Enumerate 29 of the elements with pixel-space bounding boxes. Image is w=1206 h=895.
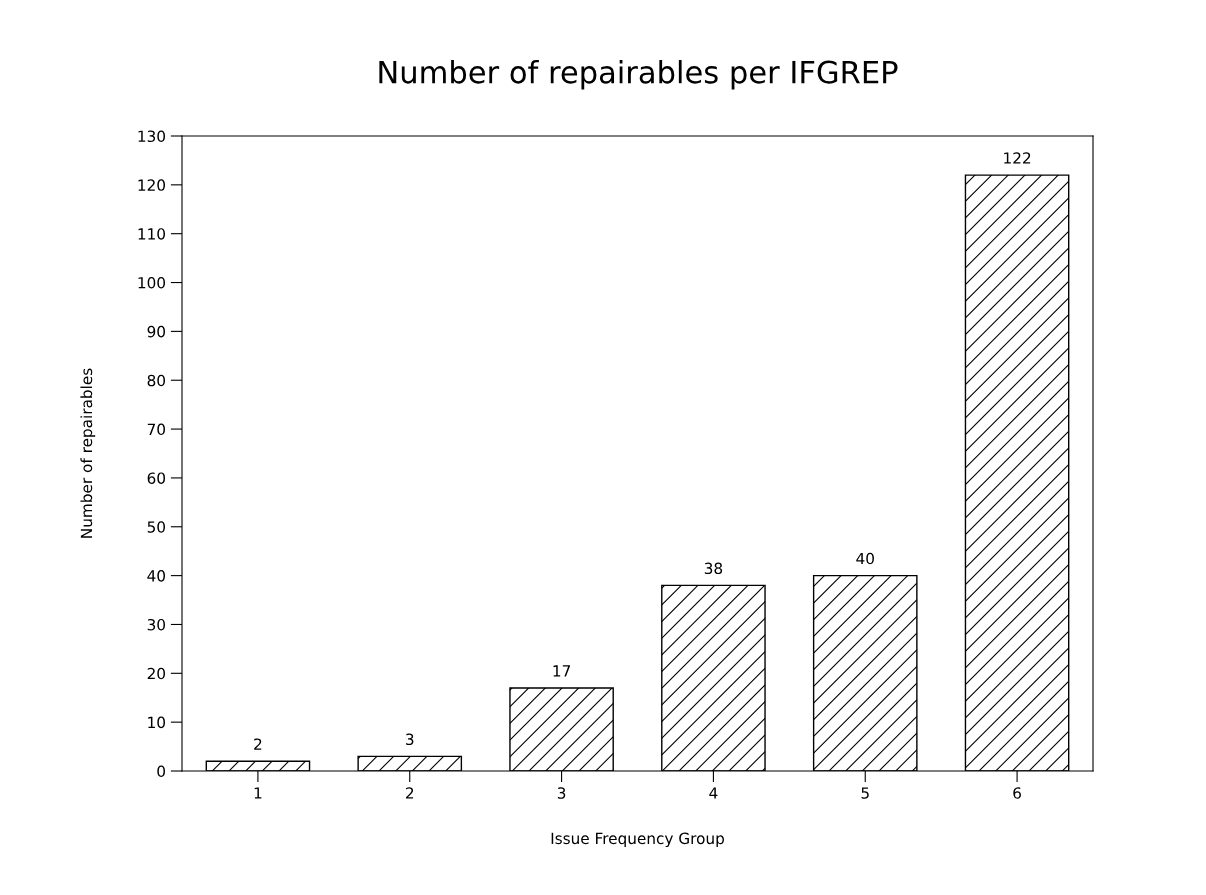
x-tick-label: 3: [557, 787, 566, 799]
y-tick-label: 40: [147, 570, 166, 582]
data-label: 3: [406, 733, 414, 746]
y-tick-label: 130: [138, 130, 166, 143]
data-label: 38: [704, 562, 723, 575]
y-tick-label: 0: [157, 765, 166, 778]
y-tick-label: 60: [147, 472, 166, 484]
x-tick-label: 1: [254, 787, 262, 799]
y-tick-label: 100: [138, 277, 166, 289]
x-tick-label: 2: [406, 787, 414, 799]
y-tick-label: 80: [147, 374, 166, 387]
data-label: 122: [1004, 152, 1031, 164]
chart-title: Number of repairables per IFGREP: [379, 60, 898, 90]
y-tick-label: 10: [148, 716, 166, 729]
x-tick-label: 6: [1013, 787, 1021, 799]
y-tick-label: 90: [147, 325, 166, 338]
y-axis-title: Number of repairables: [80, 368, 96, 538]
y-tick-label: 70: [147, 423, 166, 436]
x-tick-label: 4: [709, 787, 718, 799]
data-label: 2: [254, 738, 262, 750]
x-axis-title: Issue Frequency Group: [551, 832, 724, 848]
x-tick-label: 5: [861, 787, 869, 799]
y-tick-label: 30: [147, 618, 166, 631]
y-tick-label: 20: [147, 667, 166, 680]
data-label: 40: [856, 552, 874, 565]
y-tick-label: 120: [138, 179, 166, 191]
data-label: 17: [553, 665, 570, 677]
y-tick-label: 50: [147, 521, 166, 533]
y-tick-label: 110: [138, 228, 166, 240]
